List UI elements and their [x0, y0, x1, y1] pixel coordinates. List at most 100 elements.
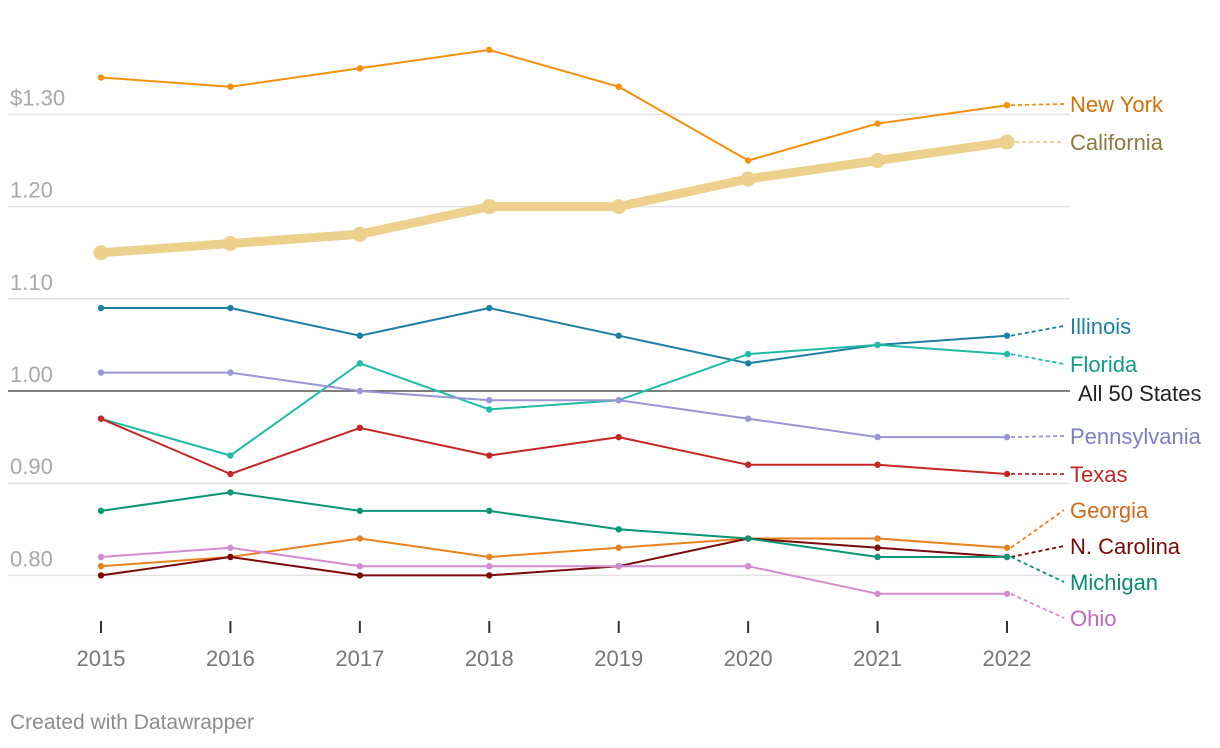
- y-tick-labels: 0.80 0.90 1.00 1.10 1.20 $1.30: [10, 85, 65, 571]
- data-point: [356, 387, 364, 395]
- x-axis: 2015 2016 2017 2018 2019 2020 2021 2022: [77, 621, 1032, 671]
- data-point: [874, 461, 881, 468]
- y-tick-label: 1.00: [10, 362, 53, 387]
- reference-line-group: All 50 States: [8, 381, 1202, 406]
- series-label: California: [1070, 130, 1164, 155]
- data-point: [97, 572, 105, 579]
- data-point: [615, 83, 622, 90]
- data-point: [227, 553, 234, 561]
- data-point: [486, 46, 493, 54]
- data-point: [486, 572, 493, 579]
- data-point: [227, 470, 234, 478]
- data-point: [744, 461, 752, 468]
- data-point: [1003, 350, 1011, 358]
- data-point: [486, 406, 493, 413]
- data-point: [356, 332, 364, 339]
- data-point: [615, 332, 622, 339]
- data-point: [744, 157, 752, 164]
- data-point: [1003, 332, 1011, 339]
- y-gridlines: [8, 113, 1070, 577]
- data-point: [227, 304, 234, 312]
- data-point: [486, 507, 493, 515]
- data-point: [611, 199, 627, 215]
- credit-text: Created with Datawrapper: [10, 711, 254, 734]
- data-point: [874, 433, 881, 441]
- series-label: Michigan: [1070, 570, 1158, 595]
- data-point: [870, 153, 886, 168]
- series-line-ohio: [100, 546, 1008, 595]
- data-point: [744, 350, 752, 358]
- data-point: [356, 360, 364, 367]
- data-point: [356, 572, 364, 579]
- data-point: [744, 562, 752, 570]
- series-line-california: [96, 137, 1012, 258]
- series-line-michigan: [100, 491, 1008, 558]
- series-line-georgia: [100, 537, 1008, 568]
- series-line-texas: [100, 417, 1008, 475]
- series-label: Pennsylvania: [1070, 424, 1202, 449]
- data-point: [1003, 553, 1011, 561]
- y-tick-label: 0.80: [10, 546, 53, 571]
- y-tick-label: $1.30: [10, 85, 65, 110]
- series-label: Illinois: [1070, 314, 1131, 339]
- data-point: [227, 369, 234, 376]
- data-point: [97, 553, 105, 561]
- data-point: [97, 304, 105, 312]
- y-tick-label: 0.90: [10, 454, 53, 479]
- series-line-illinois: [100, 307, 1008, 365]
- data-point: [222, 235, 238, 251]
- data-point: [486, 562, 493, 570]
- data-point: [227, 489, 234, 496]
- label-connector: [1010, 545, 1065, 558]
- data-point: [1003, 101, 1011, 109]
- x-tick-label: 2022: [983, 646, 1032, 671]
- series-label: Florida: [1070, 352, 1138, 377]
- data-point: [227, 544, 234, 551]
- data-point: [874, 544, 881, 551]
- data-point: [356, 424, 364, 432]
- data-point: [356, 507, 364, 515]
- data-point: [486, 553, 493, 561]
- y-tick-label: 1.20: [10, 178, 53, 203]
- series-label: Texas: [1070, 462, 1127, 487]
- label-connector: [1010, 435, 1065, 438]
- series-label: New York: [1070, 92, 1164, 117]
- x-tick-label: 2019: [594, 646, 643, 671]
- series-line-pennsylvania: [100, 371, 1008, 439]
- data-point: [874, 590, 881, 598]
- y-tick-label: 1.10: [10, 270, 53, 295]
- series-labels: New York California Illinois Florida Pennsyl…: [1010, 92, 1202, 631]
- series-line-new-york: [100, 48, 1008, 162]
- x-tick-label: 2018: [465, 646, 514, 671]
- data-point: [744, 415, 752, 422]
- data-point: [1003, 590, 1011, 598]
- data-point: [356, 562, 364, 570]
- data-point: [874, 553, 881, 561]
- x-tick-label: 2017: [335, 646, 384, 671]
- data-point: [615, 526, 622, 533]
- data-point: [615, 397, 622, 404]
- data-point: [97, 74, 105, 81]
- label-connector: [1010, 103, 1065, 107]
- data-point: [1003, 470, 1011, 478]
- data-point: [486, 397, 493, 404]
- data-point: [615, 544, 622, 551]
- series-label: Georgia: [1070, 498, 1149, 523]
- series-label: N. Carolina: [1070, 534, 1181, 559]
- data-point: [1003, 544, 1011, 551]
- data-point: [227, 83, 234, 90]
- data-point: [999, 134, 1015, 150]
- data-point: [97, 562, 105, 570]
- series-points: [93, 46, 1015, 598]
- data-point: [615, 433, 622, 441]
- data-point: [481, 199, 497, 215]
- series-lines: [96, 48, 1012, 595]
- series-line-florida: [100, 343, 1008, 457]
- data-point: [874, 120, 881, 127]
- series-line-n-carolina: [100, 537, 1008, 577]
- x-tick-label: 2015: [77, 646, 126, 671]
- data-point: [744, 535, 752, 542]
- data-point: [97, 507, 105, 515]
- x-tick-label: 2021: [853, 646, 902, 671]
